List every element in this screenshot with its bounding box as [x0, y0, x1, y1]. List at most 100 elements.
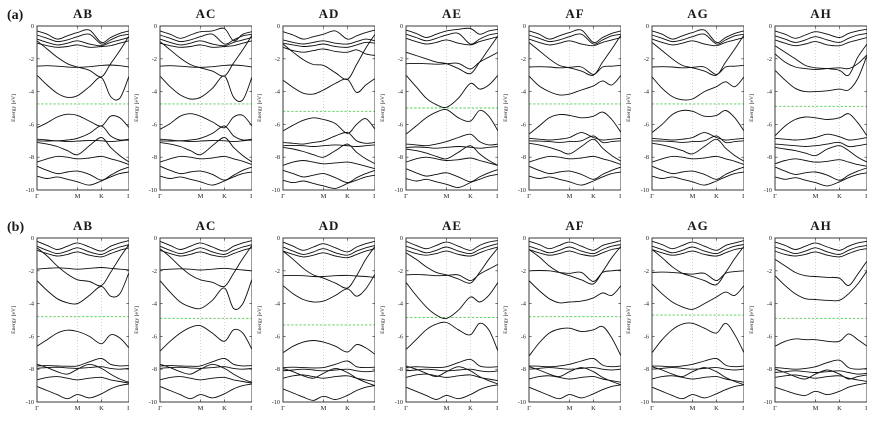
y-tick-label: -10	[764, 399, 772, 406]
band-line	[651, 283, 744, 310]
band-line	[774, 374, 867, 382]
band-line	[528, 245, 621, 285]
y-tick-label: -4	[521, 301, 526, 308]
band-line	[528, 269, 621, 282]
y-tick-label: -6	[152, 333, 157, 340]
band-line	[159, 34, 252, 77]
band-panel-AC-a: AC0-2-4-6-8-10ΓMKΓEnergy [eV]	[129, 6, 252, 200]
x-tick-label: Γ	[250, 193, 252, 200]
band-panel-AD-b: AD0-2-4-6-8-10ΓMKΓEnergy [eV]	[252, 218, 375, 412]
x-tick-label: K	[222, 193, 227, 200]
y-tick-label: 0	[277, 235, 280, 242]
y-tick-label: 0	[646, 23, 649, 30]
y-tick-label: -10	[272, 187, 280, 194]
y-tick-label: 0	[400, 23, 403, 30]
band-line	[651, 34, 744, 76]
band-line	[528, 138, 621, 162]
band-line	[405, 246, 498, 257]
band-line	[36, 165, 129, 181]
band-line	[774, 32, 867, 43]
band-line	[774, 113, 867, 137]
band-line	[159, 155, 252, 166]
y-tick-label: -2	[29, 268, 34, 275]
panel-title: AE	[441, 218, 463, 233]
y-axis-label: Energy [eV]	[749, 94, 755, 122]
band-line	[282, 144, 375, 147]
y-tick-label: 0	[154, 235, 157, 242]
band-line	[159, 363, 252, 383]
x-tick-label: Γ	[650, 405, 654, 412]
band-line	[774, 248, 867, 258]
x-tick-label: M	[690, 405, 696, 412]
y-tick-label: -6	[275, 121, 280, 128]
y-tick-label: -8	[152, 154, 157, 161]
y-axis-label: Energy [eV]	[134, 306, 140, 334]
band-line	[405, 263, 498, 282]
plot-frame	[528, 25, 621, 191]
band-panel-AB-b: AB0-2-4-6-8-10ΓMKΓEnergy [eV]	[6, 218, 129, 412]
band-line	[159, 137, 252, 163]
band-line	[651, 357, 744, 368]
band-line	[774, 172, 867, 187]
band-plot: 0-2-4-6-8-10ΓMKΓEnergy [eV]	[749, 23, 867, 200]
x-tick-label: Γ	[650, 193, 654, 200]
band-line	[774, 28, 867, 39]
band-line	[36, 363, 129, 383]
band-line	[159, 75, 252, 103]
band-line	[651, 109, 744, 134]
x-tick-label: Γ	[865, 193, 867, 200]
x-tick-label: Γ	[250, 405, 252, 412]
y-axis-label: Energy [eV]	[749, 306, 755, 334]
y-axis-label: Energy [eV]	[257, 94, 263, 122]
y-tick-label: -8	[398, 154, 403, 161]
band-panel-AG-a: AG0-2-4-6-8-10ΓMKΓEnergy [eV]	[621, 6, 744, 200]
y-tick-label: -6	[644, 333, 649, 340]
band-plot: 0-2-4-6-8-10ΓMKΓEnergy [eV]	[503, 235, 621, 412]
band-line	[36, 366, 129, 370]
plot-frame	[528, 237, 621, 403]
band-line	[36, 35, 129, 78]
band-line	[405, 321, 498, 352]
y-tick-label: 0	[769, 23, 772, 30]
band-line	[36, 155, 129, 166]
band-line	[528, 33, 621, 45]
band-line	[282, 169, 375, 184]
band-line	[405, 373, 498, 382]
plot-frame	[36, 237, 129, 403]
band-panel-AE-a: AE0-2-4-6-8-10ΓMKΓEnergy [eV]	[375, 6, 498, 200]
x-tick-label: Γ	[404, 193, 408, 200]
band-plot: 0-2-4-6-8-10ΓMKΓEnergy [eV]	[503, 23, 621, 200]
x-tick-label: Γ	[773, 405, 777, 412]
band-line	[282, 340, 375, 355]
band-plot: 0-2-4-6-8-10ΓMKΓEnergy [eV]	[380, 235, 498, 412]
plot-frame	[774, 25, 867, 191]
y-tick-label: -6	[767, 333, 772, 340]
band-line	[528, 244, 621, 255]
y-axis-label: Energy [eV]	[134, 94, 140, 122]
y-tick-label: -10	[641, 399, 649, 406]
band-line	[651, 33, 744, 45]
x-tick-label: K	[222, 405, 227, 412]
band-panel-AG-b: AG0-2-4-6-8-10ΓMKΓEnergy [eV]	[621, 218, 744, 412]
band-line	[282, 143, 375, 165]
x-tick-label: Γ	[773, 193, 777, 200]
band-panel-AH-a: AH0-2-4-6-8-10ΓMKΓEnergy [eV]	[744, 6, 867, 200]
band-line	[651, 171, 744, 186]
band-line	[774, 258, 867, 287]
x-tick-label: Γ	[127, 193, 129, 200]
y-tick-label: -2	[275, 268, 280, 275]
y-tick-label: -10	[518, 399, 526, 406]
panel-title: AF	[565, 218, 585, 233]
plot-frame	[282, 237, 375, 403]
band-line	[405, 108, 498, 135]
y-tick-label: -4	[644, 89, 649, 96]
y-tick-label: -2	[29, 56, 34, 63]
y-tick-label: -2	[644, 268, 649, 275]
y-tick-label: -4	[644, 301, 649, 308]
x-tick-label: K	[591, 193, 596, 200]
band-line	[159, 366, 252, 370]
band-line	[774, 244, 867, 255]
band-line	[528, 37, 621, 47]
panel-title: AE	[441, 6, 463, 21]
